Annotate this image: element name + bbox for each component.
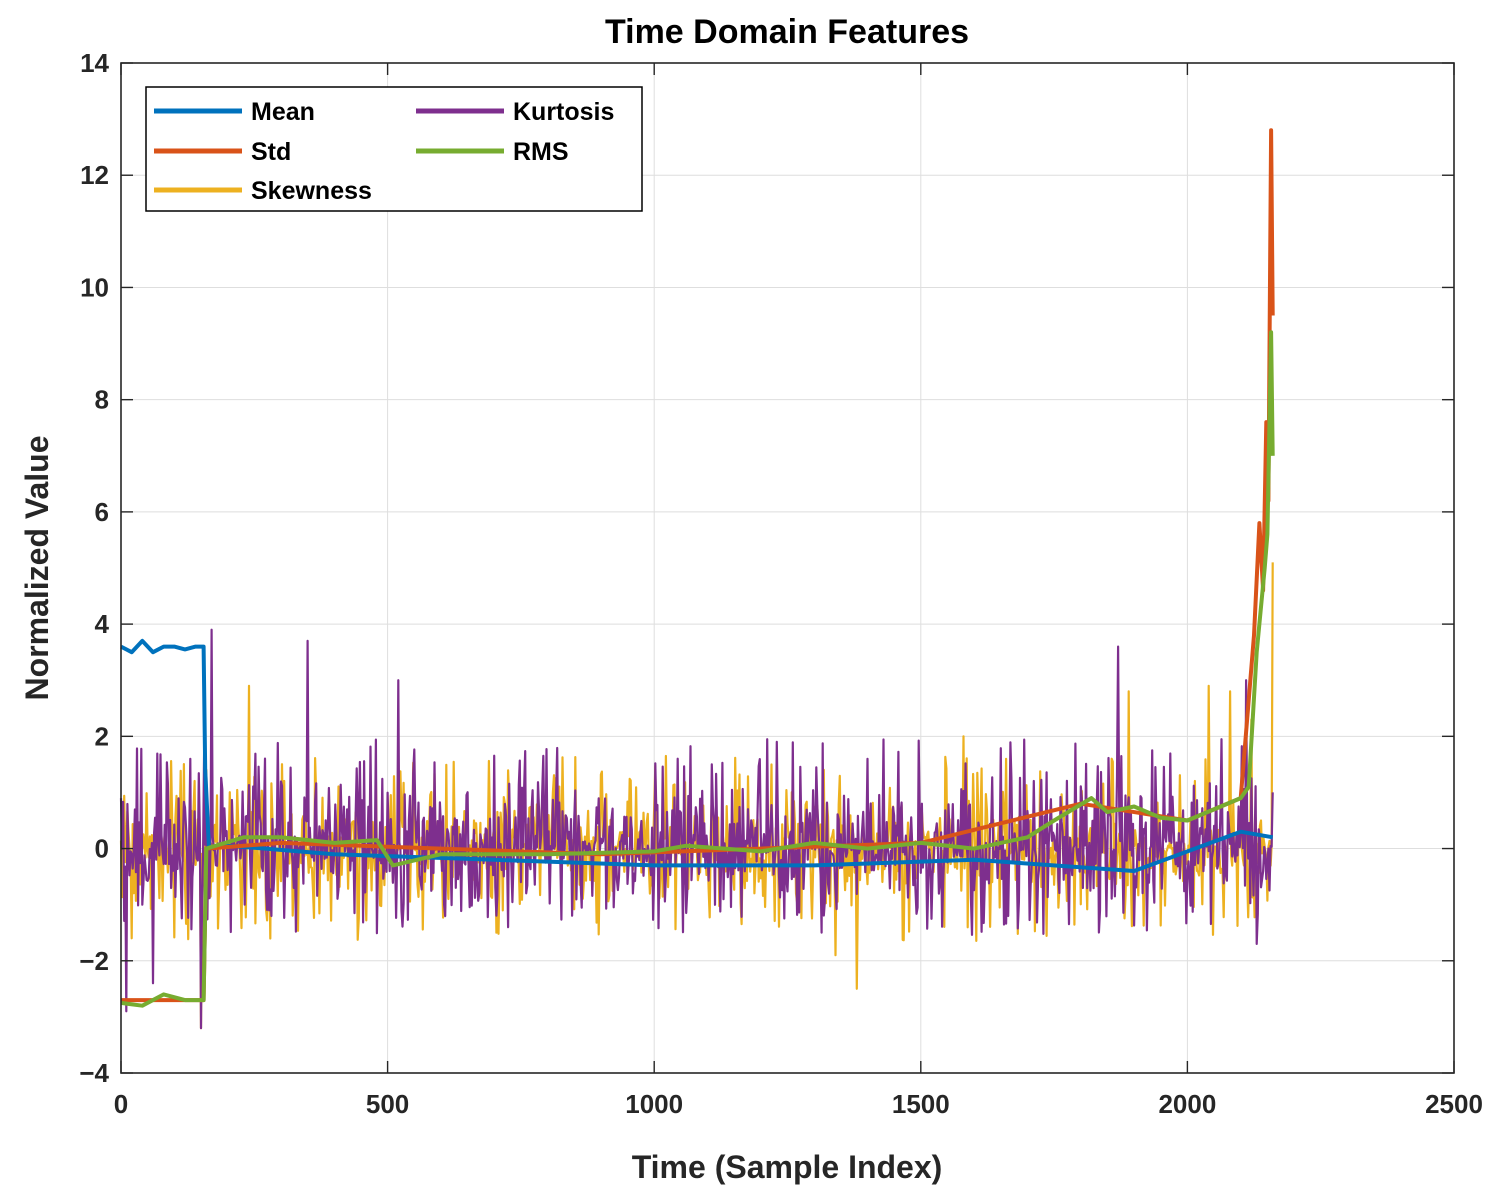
x-axis-label: Time (Sample Index) bbox=[632, 1149, 943, 1185]
x-tick-label: 0 bbox=[114, 1089, 128, 1119]
x-tick-label: 500 bbox=[366, 1089, 409, 1119]
legend: Mean Std Skewness Kurtosis RMS bbox=[145, 86, 643, 212]
y-tick-label: −4 bbox=[79, 1058, 109, 1088]
y-tick-label: 0 bbox=[95, 834, 109, 864]
y-tick-label: 14 bbox=[80, 48, 109, 78]
x-tick-label: 2000 bbox=[1158, 1089, 1216, 1119]
y-tick-label: 4 bbox=[95, 609, 110, 639]
x-tick-label: 1500 bbox=[892, 1089, 950, 1119]
series-line-mean bbox=[120, 638, 1274, 873]
legend-label-mean: Mean bbox=[251, 98, 315, 126]
x-tick-label: 2500 bbox=[1425, 1089, 1483, 1119]
y-tick-label: 10 bbox=[80, 272, 109, 302]
y-tick-label: −2 bbox=[79, 946, 109, 976]
series-layer bbox=[119, 128, 1275, 1030]
series-line-kurtosis bbox=[119, 628, 1274, 1030]
y-axis-label: Normalized Value bbox=[19, 436, 55, 701]
plot-frame bbox=[120, 62, 1455, 1074]
series-line-rms bbox=[120, 330, 1275, 1008]
y-tick-label: 8 bbox=[95, 385, 109, 415]
chart-title: Time Domain Features bbox=[605, 13, 969, 51]
legend-label-kurtosis: Kurtosis bbox=[513, 98, 614, 126]
x-tick-label: 1000 bbox=[625, 1089, 683, 1119]
y-tick-label: 2 bbox=[95, 721, 109, 751]
y-tick-label: 12 bbox=[80, 160, 109, 190]
legend-label-skewness: Skewness bbox=[251, 177, 372, 205]
legend-label-rms: RMS bbox=[513, 138, 569, 166]
y-tick-label: 6 bbox=[95, 497, 109, 527]
grid bbox=[121, 63, 1454, 1073]
ticks: 0 500 1000 1500 2000 2500 −4 −2 0 2 4 6 8 10 12 14 bbox=[79, 48, 1483, 1119]
legend-label-std: Std bbox=[251, 138, 291, 166]
plot-area bbox=[121, 63, 1454, 1073]
